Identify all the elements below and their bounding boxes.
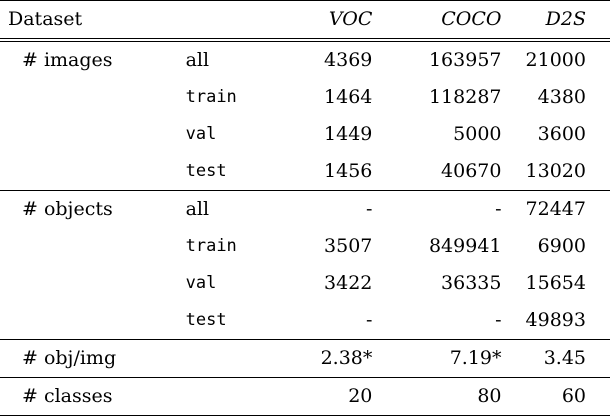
cell-d2s: 13020 (525, 160, 586, 182)
split-label: all (168, 190, 288, 228)
table-row: # images all 4369 163957 21000 (0, 38, 610, 79)
cell-d2s: 4380 (537, 86, 586, 108)
cell-coco: - (495, 309, 502, 331)
table-row: test - - 49893 (0, 302, 610, 340)
split-label: val (185, 124, 217, 144)
cell-voc: - (287, 190, 397, 228)
header-coco: COCO (441, 8, 502, 30)
header-split (169, 1, 288, 41)
cell-d2s: 3600 (537, 123, 586, 145)
cell-d2s: 3.45 (525, 339, 610, 378)
cell-voc: 4369 (287, 38, 397, 79)
cell-voc: 1449 (324, 123, 373, 145)
table-row: train 3507 849941 6900 (0, 228, 610, 265)
cell-coco: 118287 (428, 86, 502, 108)
split-label: test (185, 310, 227, 330)
cell-coco: 36335 (441, 272, 502, 294)
table-header-row: Dataset VOC COCO D2S (0, 0, 610, 41)
table-row: test 1456 40670 13020 (0, 153, 610, 191)
cell-voc: - (365, 309, 373, 331)
header-voc: VOC (328, 8, 373, 30)
cell-voc: 3507 (324, 235, 373, 257)
cell-coco: - (396, 190, 526, 228)
cell-d2s: 49893 (525, 309, 586, 331)
cell-coco: 40670 (441, 160, 502, 182)
row-group-label: # classes (0, 377, 169, 416)
row-group-label: # images (0, 38, 169, 79)
cell-coco: 7.19* (396, 339, 526, 378)
cell-voc: 1456 (324, 160, 373, 182)
cell-d2s: 15654 (525, 272, 586, 294)
cell-coco: 5000 (453, 123, 502, 145)
cell-coco: 163957 (396, 38, 526, 79)
cell-d2s: 72447 (525, 190, 610, 228)
split-label: test (185, 161, 227, 181)
cell-voc: 2.38* (287, 339, 397, 378)
split-label: all (168, 38, 288, 79)
cell-d2s: 60 (525, 377, 610, 416)
split-label: train (185, 236, 237, 256)
cell-coco: 849941 (428, 235, 502, 257)
table-row: val 1449 5000 3600 (0, 116, 610, 153)
cell-d2s: 6900 (537, 235, 586, 257)
header-d2s: D2S (545, 8, 586, 30)
cell-voc: 1464 (324, 86, 373, 108)
cell-voc: 3422 (324, 272, 373, 294)
cell-d2s: 21000 (525, 38, 610, 79)
cell-coco: 80 (396, 377, 526, 416)
split-label: train (185, 87, 237, 107)
row-group-label: # objects (0, 190, 169, 228)
row-group-label: # obj/img (0, 339, 169, 378)
cell-voc: 20 (287, 377, 397, 416)
table-row: train 1464 118287 4380 (0, 79, 610, 116)
split-label: val (185, 273, 217, 293)
header-dataset: Dataset (8, 8, 83, 30)
table-row: val 3422 36335 15654 (0, 265, 610, 302)
table-row: # obj/img 2.38* 7.19* 3.45 (0, 339, 610, 378)
table-row: # classes 20 80 60 (0, 377, 610, 416)
table-row: # objects all - - 72447 (0, 190, 610, 228)
